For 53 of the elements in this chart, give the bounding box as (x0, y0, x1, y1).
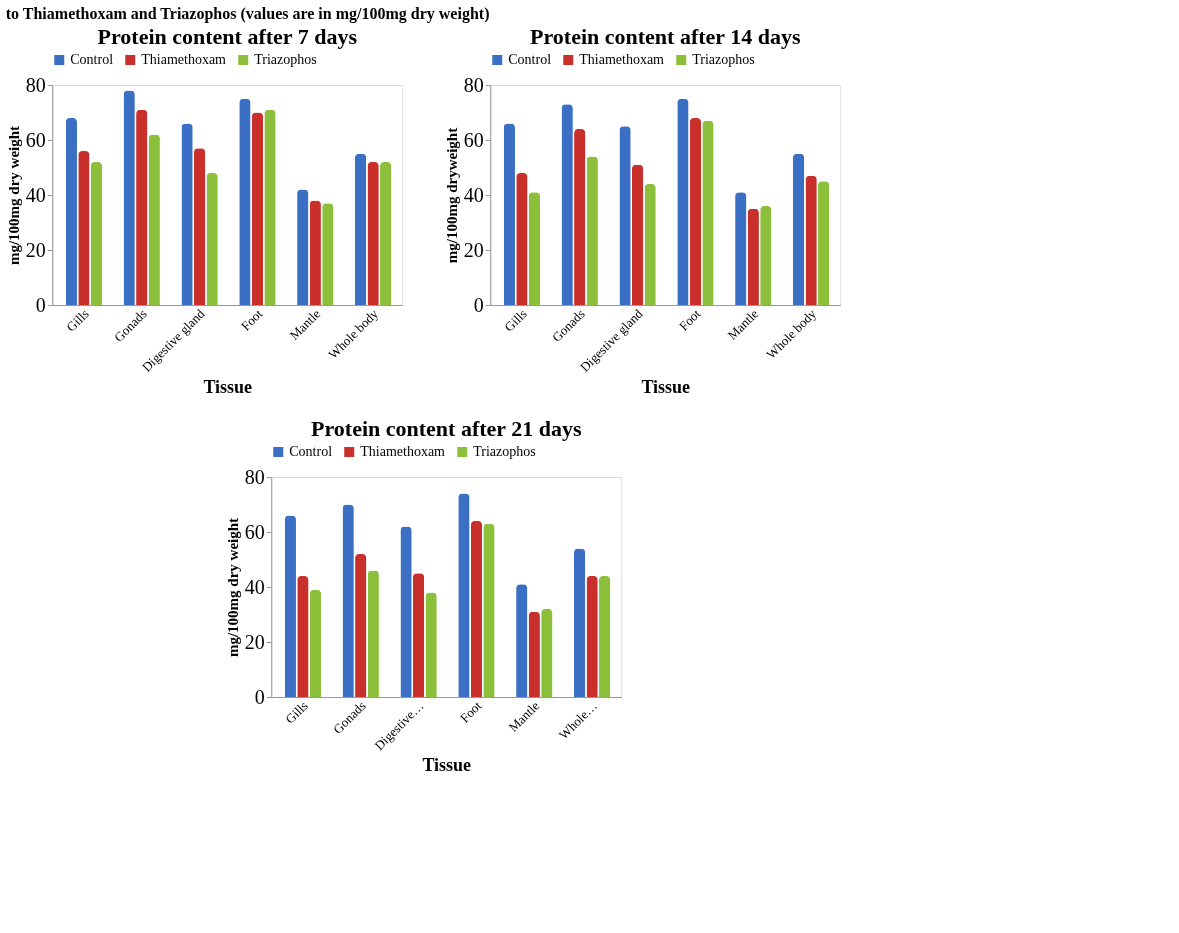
legend-label: Thiamethoxam (579, 52, 665, 67)
x-tick-label: Foot (456, 697, 485, 726)
legend-label: Thiamethoxam (360, 444, 446, 459)
y-tick-label: 80 (244, 465, 265, 488)
y-tick-label: 0 (254, 685, 265, 708)
bar (251, 112, 264, 305)
y-tick-label: 20 (463, 238, 484, 261)
bar (818, 181, 830, 305)
x-axis-title: Tissue (641, 376, 691, 397)
legend-label: Control (508, 52, 552, 67)
x-tick-label: Gills (501, 306, 530, 335)
bar (90, 162, 103, 305)
chart-title: Protein content after 21 days (311, 416, 582, 441)
x-tick-label: Gills (63, 306, 92, 335)
bar (354, 153, 367, 305)
bar (470, 521, 483, 697)
y-axis-title: mg/100mg dry weight (5, 125, 22, 266)
bar (412, 573, 425, 697)
bar (528, 192, 541, 305)
x-tick-label: Foot (237, 305, 266, 334)
y-tick-label: 80 (25, 73, 46, 96)
y-tick-label: 0 (473, 293, 484, 316)
legend-label: Triazophos (473, 444, 536, 459)
y-tick-label: 40 (25, 183, 46, 206)
bar (309, 589, 322, 697)
y-tick-label: 20 (244, 630, 265, 653)
bar (631, 164, 644, 305)
legend-label: Control (289, 444, 333, 459)
y-tick-label: 80 (463, 73, 484, 96)
x-tick-label: Gills (282, 698, 311, 727)
text: to Thiamethoxam and Triazophos (values are in mg/100mg dry weight) (5, 4, 490, 23)
bar (573, 548, 586, 697)
bar (193, 148, 206, 305)
x-tick-label: Foot (675, 305, 704, 334)
x-axis-title: Tissue (203, 376, 253, 397)
legend-label: Triazophos (692, 52, 755, 67)
y-axis-title: mg/100mg dryweight (443, 127, 460, 264)
y-tick-label: 40 (463, 183, 484, 206)
y-tick-label: 60 (244, 520, 265, 543)
bar (792, 153, 805, 305)
y-tick-label: 20 (25, 238, 46, 261)
legend-label: Triazophos (254, 52, 317, 67)
y-tick-label: 60 (25, 128, 46, 151)
chart-title: Protein content after 14 days (530, 24, 801, 49)
y-axis-title: mg/100mg dry weight (224, 517, 241, 658)
y-tick-label: 0 (35, 293, 46, 316)
x-axis-title: Tissue (422, 755, 472, 776)
y-tick-label: 60 (463, 128, 484, 151)
y-tick-label: 40 (244, 575, 265, 598)
legend-label: Thiamethoxam (141, 52, 227, 67)
bar (689, 118, 702, 305)
legend-label: Control (70, 52, 114, 67)
chart-title: Protein content after 7 days (97, 24, 358, 49)
